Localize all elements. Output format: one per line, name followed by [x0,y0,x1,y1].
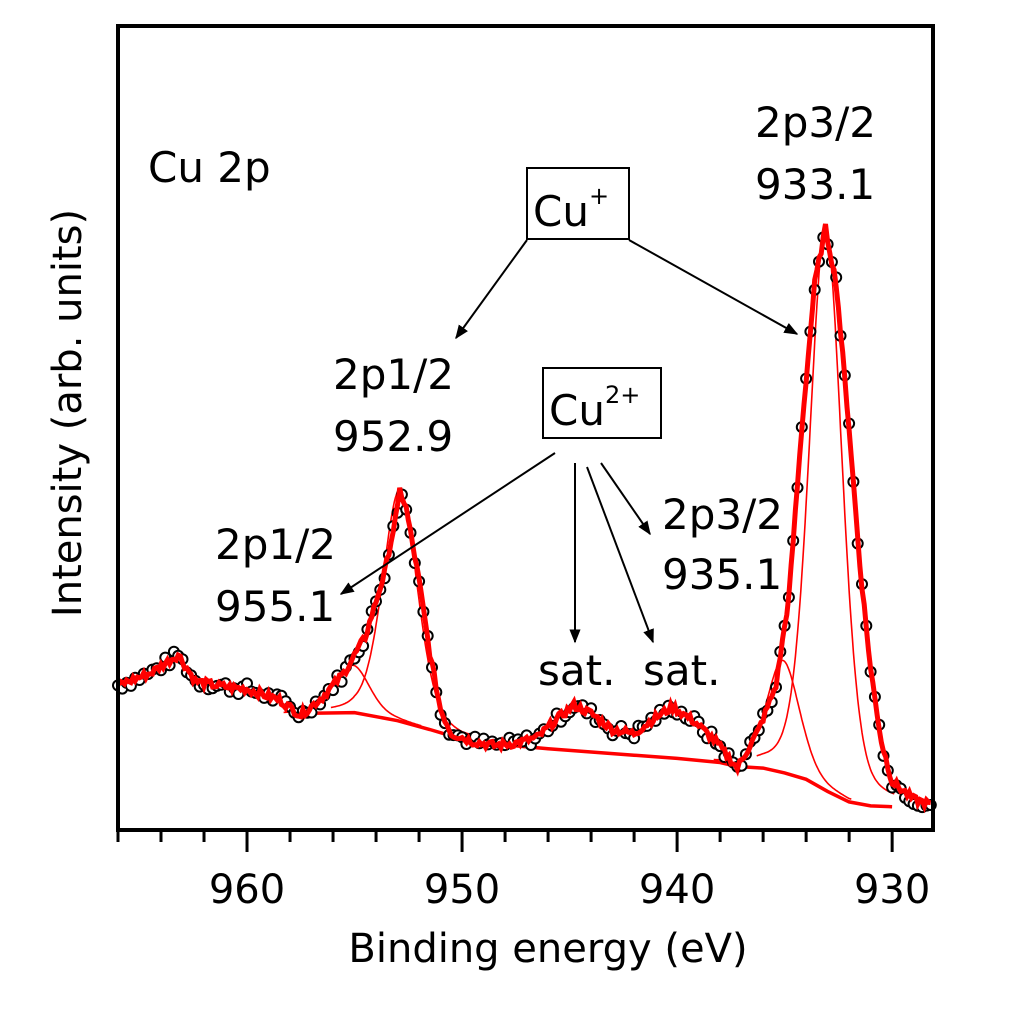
background-curve [300,710,893,809]
x-tick-label: 950 [424,867,500,913]
x-tick-label: 940 [639,867,715,913]
series-layer [112,223,937,814]
satellite-label: sat. [643,646,720,695]
spectrum-label: Cu 2p [148,143,271,192]
fit-envelope [115,223,932,814]
arrow-cu-plus-to-2p3-2 [628,239,799,335]
cu-plus-box-text: Cu+ [533,182,609,236]
cu-2plus-base: Cu [549,386,605,435]
x-axis-tick-labels: 960 950 940 930 [209,867,930,913]
peak-label-cu-plus-2p1-2: 2p1/2 952.9 [333,350,454,461]
peak-label-line2: 933.1 [755,160,875,209]
x-axis-ticks [116,830,894,852]
peak-label-line2: 952.9 [333,412,453,461]
cu-2plus-box-text: Cu2+ [549,381,640,435]
x-tick-label: 930 [854,867,930,913]
arrow-cu-2plus-to-2p3-2 [600,462,651,536]
peak-label-cu-2plus-2p3-2: 2p3/2 935.1 [662,490,783,599]
cu-plus-box-frame [526,167,630,240]
y-axis-title: Intensity (arb. units) [45,209,91,617]
arrow-cu-2plus-to-sat-2 [586,466,654,644]
peak-label-line1: 2p3/2 [755,98,876,147]
peak-label-line1: 2p3/2 [662,490,783,539]
peak-label-cu-2plus-2p1-2: 2p1/2 955.1 [215,520,336,631]
cu-plus-superscript: + [589,182,609,210]
x-tick-label: 960 [209,867,285,913]
cu-2plus-superscript: 2+ [605,381,640,409]
plot-frame [116,24,935,832]
peak-label-line1: 2p1/2 [333,350,454,399]
peak-label-cu-plus-2p3-2: 2p3/2 933.1 [755,98,876,209]
satellite-label: sat. [538,646,615,695]
cu-2plus-box-frame [542,367,662,439]
arrow-cu-2plus-to-2p1-2 [339,452,556,595]
cu-2plus-box: Cu2+ [542,367,662,439]
peak-label-line2: 955.1 [215,582,335,631]
cu-plus-base: Cu [533,187,589,236]
arrow-cu-plus-to-2p1-2 [455,239,528,340]
cu-plus-box: Cu+ [526,167,630,240]
peak-label-line2: 935.1 [662,550,782,599]
annotation-arrows [339,239,799,644]
peak-label-line1: 2p1/2 [215,520,336,569]
x-axis-title: Binding energy (eV) [348,926,747,972]
